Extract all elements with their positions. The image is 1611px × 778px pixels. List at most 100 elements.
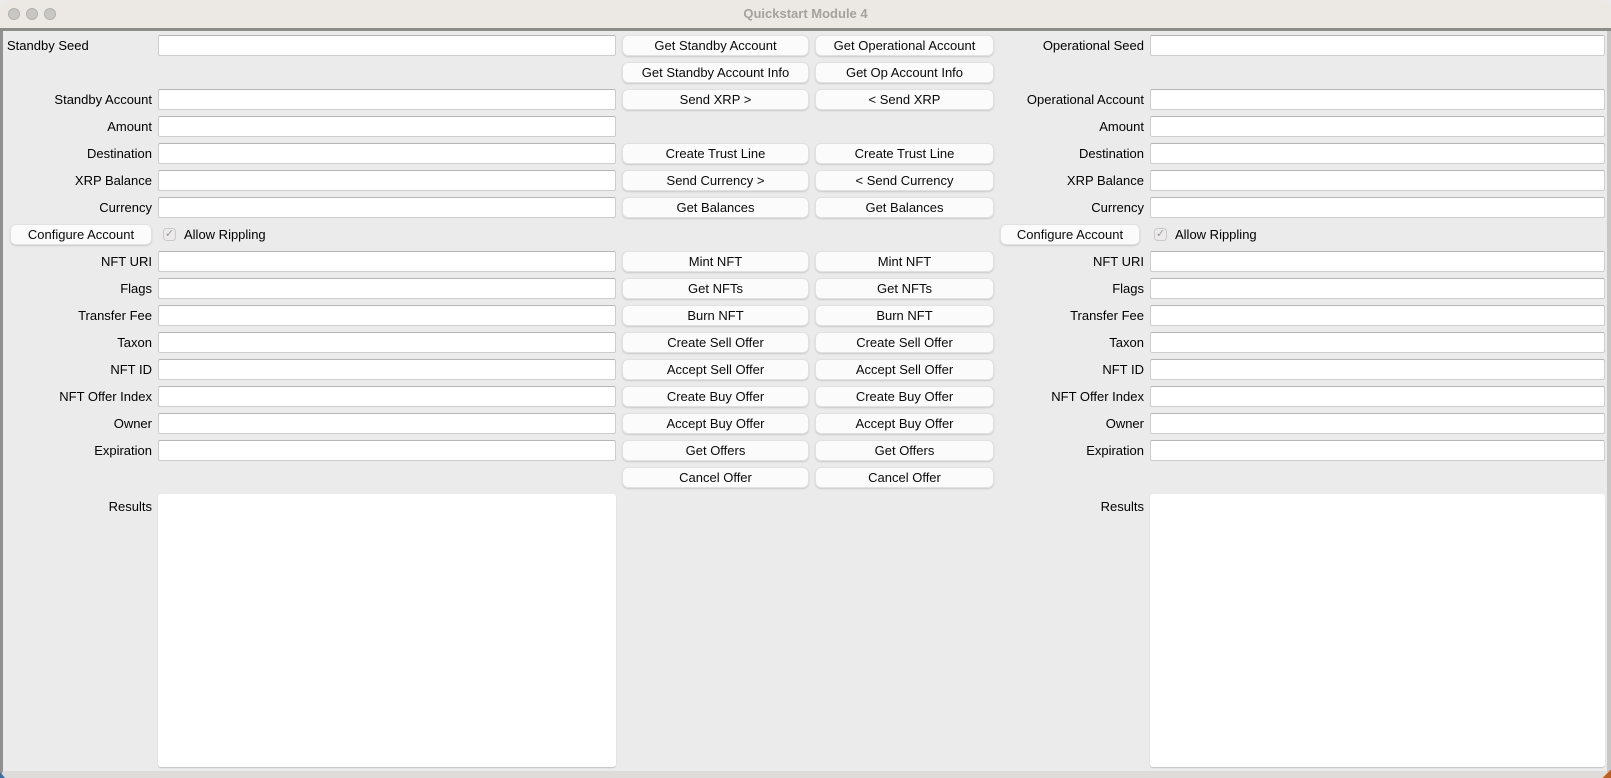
standby-nft-id-input[interactable] [158,359,616,380]
standby-burn-nft-button[interactable]: Burn NFT [622,305,809,326]
standby-create-sell-offer-button[interactable]: Create Sell Offer [622,332,809,353]
operational-owner-label: Owner [1105,416,1144,431]
operational-flags-input[interactable] [1150,278,1605,299]
standby-owner-input[interactable] [158,413,616,434]
operational-allow-rippling-checkbox[interactable]: ✓ [1154,228,1167,241]
operational-amount-label: Amount [1099,119,1144,134]
desktop-corner-bottom-left [0,772,6,778]
standby-nft-id-label: NFT ID [110,362,152,377]
operational-currency-label: Currency [1091,200,1144,215]
standby-destination-label: Destination [86,146,152,161]
standby-owner-label: Owner [113,416,152,431]
operational-results-textarea[interactable] [1150,494,1605,767]
standby-taxon-label: Taxon [117,335,152,350]
standby-flags-input[interactable] [158,278,616,299]
standby-amount-input[interactable] [158,116,616,137]
send-xrp-to-operational-button[interactable]: Send XRP > [622,89,809,110]
operational-account-input[interactable] [1150,89,1605,110]
send-currency-to-operational-button[interactable]: Send Currency > [622,170,809,191]
get-standby-account-info-button[interactable]: Get Standby Account Info [622,62,809,83]
operational-seed-input[interactable] [1150,35,1605,56]
operational-get-balances-button[interactable]: Get Balances [815,197,994,218]
standby-currency-label: Currency [99,200,152,215]
operational-xrp-balance-input[interactable] [1150,170,1605,191]
form-row: Standby Account Send XRP > < Send XRP Op… [3,89,1607,110]
operational-nft-id-label: NFT ID [1102,362,1144,377]
operational-destination-input[interactable] [1150,143,1605,164]
operational-nft-offer-index-label: NFT Offer Index [1051,389,1144,404]
operational-get-offers-button[interactable]: Get Offers [815,440,994,461]
standby-currency-input[interactable] [158,197,616,218]
operational-amount-input[interactable] [1150,116,1605,137]
operational-mint-nft-button[interactable]: Mint NFT [815,251,994,272]
standby-xrp-balance-label: XRP Balance [74,173,152,188]
standby-xrp-balance-input[interactable] [158,170,616,191]
window-title: Quickstart Module 4 [743,6,868,21]
get-op-account-info-button[interactable]: Get Op Account Info [815,62,994,83]
operational-owner-input[interactable] [1150,413,1605,434]
standby-seed-label: Standby Seed [7,38,89,53]
form-row: Taxon Create Sell Offer Create Sell Offe… [3,332,1607,353]
operational-expiration-label: Expiration [1086,443,1144,458]
operational-create-sell-offer-button[interactable]: Create Sell Offer [815,332,994,353]
standby-get-nfts-button[interactable]: Get NFTs [622,278,809,299]
operational-xrp-balance-label: XRP Balance [1066,173,1144,188]
form-row: Currency Get Balances Get Balances Curre… [3,197,1607,218]
operational-configure-account-button[interactable]: Configure Account [1000,224,1140,245]
operational-expiration-input[interactable] [1150,440,1605,461]
close-button[interactable] [8,8,20,20]
operational-transfer-fee-input[interactable] [1150,305,1605,326]
standby-get-offers-button[interactable]: Get Offers [622,440,809,461]
operational-accept-sell-offer-button[interactable]: Accept Sell Offer [815,359,994,380]
zoom-button[interactable] [44,8,56,20]
form-row: Expiration Get Offers Get Offers Expirat… [3,440,1607,461]
operational-get-nfts-button[interactable]: Get NFTs [815,278,994,299]
standby-accept-buy-offer-button[interactable]: Accept Buy Offer [622,413,809,434]
standby-nft-uri-input[interactable] [158,251,616,272]
standby-flags-label: Flags [120,281,152,296]
get-operational-account-button[interactable]: Get Operational Account [815,35,994,56]
standby-nft-offer-index-input[interactable] [158,386,616,407]
operational-nft-offer-index-input[interactable] [1150,386,1605,407]
standby-seed-input[interactable] [158,35,616,56]
standby-taxon-input[interactable] [158,332,616,353]
send-xrp-to-standby-button[interactable]: < Send XRP [815,89,994,110]
send-currency-to-standby-button[interactable]: < Send Currency [815,170,994,191]
operational-accept-buy-offer-button[interactable]: Accept Buy Offer [815,413,994,434]
operational-destination-label: Destination [1078,146,1144,161]
standby-transfer-fee-label: Transfer Fee [78,308,152,323]
standby-allow-rippling-group: ✓ Allow Rippling [158,224,616,245]
standby-destination-input[interactable] [158,143,616,164]
standby-create-trust-line-button[interactable]: Create Trust Line [622,143,809,164]
get-standby-account-button[interactable]: Get Standby Account [622,35,809,56]
form-row: Amount Amount [3,116,1607,137]
standby-accept-sell-offer-button[interactable]: Accept Sell Offer [622,359,809,380]
operational-create-buy-offer-button[interactable]: Create Buy Offer [815,386,994,407]
standby-create-buy-offer-button[interactable]: Create Buy Offer [622,386,809,407]
operational-taxon-input[interactable] [1150,332,1605,353]
standby-configure-account-button[interactable]: Configure Account [10,224,152,245]
operational-nft-uri-input[interactable] [1150,251,1605,272]
standby-allow-rippling-checkbox[interactable]: ✓ [163,228,176,241]
operational-nft-id-input[interactable] [1150,359,1605,380]
standby-transfer-fee-input[interactable] [158,305,616,326]
operational-create-trust-line-button[interactable]: Create Trust Line [815,143,994,164]
form-row: NFT URI Mint NFT Mint NFT NFT URI [3,251,1607,272]
form-row: Standby Seed Get Standby Account Get Ope… [3,35,1607,56]
standby-account-input[interactable] [158,89,616,110]
titlebar-divider [0,28,1611,31]
standby-expiration-label: Expiration [94,443,152,458]
operational-currency-input[interactable] [1150,197,1605,218]
standby-results-textarea[interactable] [158,494,616,767]
minimize-button[interactable] [26,8,38,20]
standby-expiration-input[interactable] [158,440,616,461]
form-row: Get Standby Account Info Get Op Account … [3,62,1607,83]
standby-mint-nft-button[interactable]: Mint NFT [622,251,809,272]
standby-get-balances-button[interactable]: Get Balances [622,197,809,218]
form-row: Destination Create Trust Line Create Tru… [3,143,1607,164]
operational-burn-nft-button[interactable]: Burn NFT [815,305,994,326]
operational-cancel-offer-button[interactable]: Cancel Offer [815,467,994,488]
operational-results-label: Results [1100,499,1144,514]
standby-cancel-offer-button[interactable]: Cancel Offer [622,467,809,488]
